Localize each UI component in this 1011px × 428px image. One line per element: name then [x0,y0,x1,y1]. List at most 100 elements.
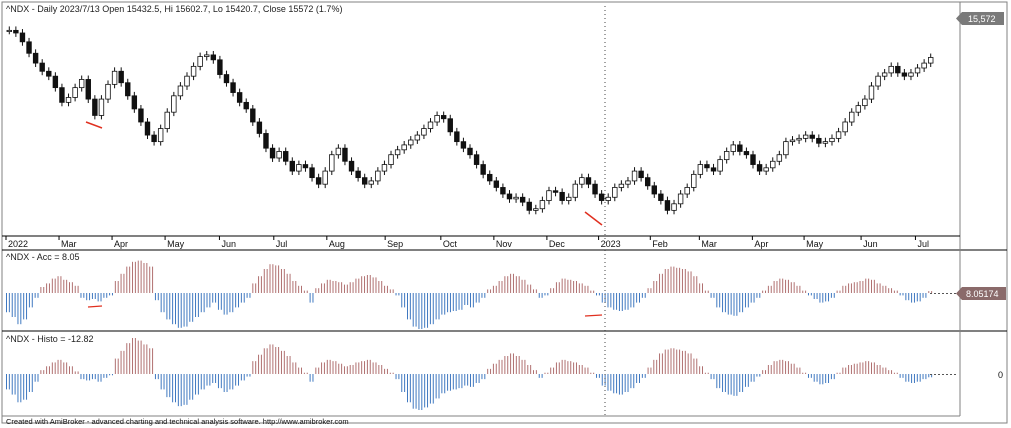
price-candle-body [348,160,355,172]
price-candle-body [454,131,460,143]
price-candle-body [671,203,677,211]
price-candle-body [875,75,881,87]
price-value-badge [962,12,1004,25]
price-pane-title: ^NDX - Daily 2023/7/13 Open 15432.5, Hi … [6,4,342,14]
price-candle-body [197,56,203,67]
price-candle-body [691,173,697,188]
price-candle-body [329,154,335,172]
price-candle-body [644,177,651,187]
price-candle-body [269,147,276,159]
price-candle-body [572,183,579,198]
price-candle-body [638,170,644,179]
price-candle-body [776,154,783,162]
x-tick-label: May [806,239,824,249]
price-candle-body [566,196,572,201]
price-candle-body [65,97,72,103]
price-candle-body [888,65,894,74]
price-candle-body [263,133,269,149]
price-candle-body [322,170,328,185]
price-candle-body [111,70,118,85]
price-candle-body [658,193,664,201]
price-candle-body [796,137,802,141]
price-candle-body [177,85,184,97]
price-candle-body [59,87,65,103]
price-candle-body [368,180,374,185]
price-candle-body [414,134,421,141]
acc-value-badge-arrow [956,287,962,300]
price-candle-body [559,191,565,201]
x-tick-label: Mar [701,239,717,249]
price-candle-body [756,164,763,172]
price-candle-body [783,141,789,156]
price-candle-body [342,147,348,162]
price-candle-body [526,201,532,211]
price-candle-body [618,183,625,188]
x-tick-label: Mar [61,239,77,249]
price-candle-body [585,177,592,185]
price-candle-body [842,121,848,133]
price-candle-body [868,85,875,100]
price-candle-body [164,111,170,129]
price-candle-body [816,137,822,144]
price-candle-body [144,121,151,136]
price-candle-body [105,83,111,100]
price-candle-body [651,185,657,195]
price-candles [6,26,934,215]
price-candle-body [401,144,407,151]
price-candle-body [283,151,289,162]
price-candle-body [487,173,493,182]
price-candle-body [849,111,855,123]
price-candle-body [473,154,480,165]
price-candle-body [519,196,526,203]
x-tick-label: Jun [863,239,878,249]
price-candle-body [598,193,605,201]
price-candle-body [770,160,776,169]
price-candle-body [730,144,736,152]
price-candle-body [204,54,210,57]
price-candle-body [289,160,296,172]
price-candle-body [710,167,717,172]
x-tick-label: Jul [276,239,288,249]
price-candle-body [697,164,704,175]
price-candle-body [375,170,381,182]
price-candle-body [250,108,256,123]
x-tick-label: Jun [221,239,236,249]
price-candle-body [664,200,671,211]
price-candle-body [388,154,394,165]
price-candle-body [829,137,835,143]
price-candle-body [78,79,85,89]
price-candle-body [434,115,440,123]
price-candle-body [809,134,815,139]
price-candle-body [381,164,388,172]
price-candle-body [157,128,164,143]
highlight-mark-acc-1 [87,305,103,308]
price-candle-body [276,151,282,159]
x-tick-label: 2022 [8,239,28,249]
price-candle-body [921,62,927,69]
price-candle-body [881,72,888,77]
price-candle-body [533,208,539,211]
price-candle-body [717,159,723,172]
price-candle-body [835,131,842,139]
price-candle-body [631,170,638,182]
price-candle-body [500,187,506,195]
price-candle-body [789,139,796,143]
price-candle-body [13,29,19,34]
x-tick-label: Apr [754,239,768,249]
price-candle-body [361,177,368,185]
acc-value-label: 8.05174 [966,289,999,299]
price-candle-body [230,82,236,93]
x-tick-label: May [167,239,185,249]
price-candle-body [802,134,809,139]
price-candle-body [684,187,690,195]
price-candle-body [118,70,124,84]
price-candle-body [914,67,921,74]
x-tick-label: Oct [443,239,458,249]
price-candle-body [131,95,138,110]
highlight-mark-acc-2 [584,314,603,317]
price-candle-body [440,115,447,120]
price-candle-body [605,196,611,201]
price-candle-body [763,167,769,172]
